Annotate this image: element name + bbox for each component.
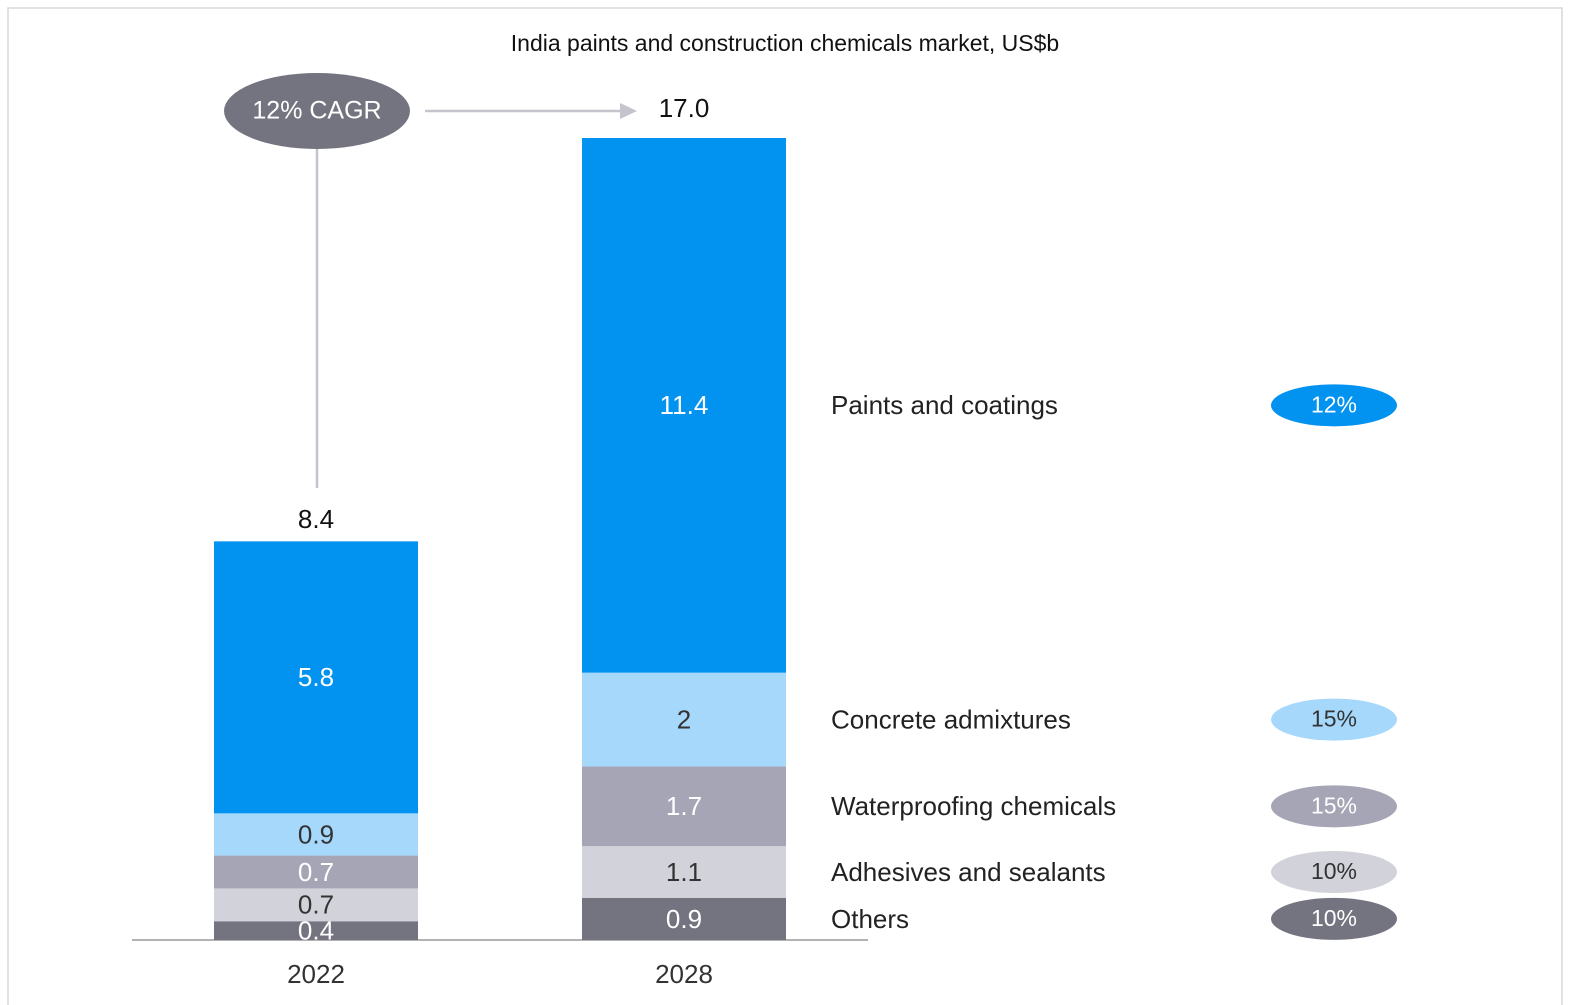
frame <box>7 7 1563 1005</box>
legend-label: Paints and coatings <box>831 390 1058 420</box>
segment-label: 0.9 <box>298 819 334 849</box>
bar-segment <box>582 672 786 767</box>
bar-segment <box>582 138 786 673</box>
chart-title: India paints and construction chemicals … <box>511 30 1059 56</box>
cagr-label: 12% CAGR <box>252 97 381 125</box>
cagr-pill <box>1271 897 1397 940</box>
arrow-head <box>620 103 637 119</box>
cagr-pill-label: 10% <box>1311 858 1357 884</box>
bar-segment <box>214 888 418 922</box>
bar-segment <box>582 897 786 940</box>
cagr-pill-label: 15% <box>1311 792 1357 818</box>
cagr-pill-label: 10% <box>1311 905 1357 931</box>
legend-label: Others <box>831 904 909 934</box>
cagr-pill <box>1271 384 1397 427</box>
segment-label: 5.8 <box>298 662 334 692</box>
bar-segment <box>582 846 786 898</box>
segment-label: 1.1 <box>666 857 702 887</box>
cagr-pill-label: 12% <box>1311 391 1357 417</box>
segment-label: 11.4 <box>660 390 709 420</box>
bar-segment <box>214 855 418 889</box>
bar-segment <box>214 813 418 856</box>
bar-segment <box>214 921 418 940</box>
bar-segment <box>214 541 418 814</box>
legend-label: Waterproofing chemicals <box>831 791 1116 821</box>
segment-label: 1.7 <box>666 791 702 821</box>
total-label: 8.4 <box>298 504 334 534</box>
cagr-pill <box>1271 785 1397 828</box>
segment-label: 0.7 <box>298 857 334 887</box>
cagr-bubble <box>224 73 410 149</box>
segment-label: 0.7 <box>298 890 334 920</box>
cagr-pill <box>1271 698 1397 741</box>
legend-label: Concrete admixtures <box>831 704 1071 734</box>
segment-label: 2 <box>677 704 691 734</box>
legend-label: Adhesives and sealants <box>831 857 1106 887</box>
total-label: 17.0 <box>659 93 710 123</box>
segment-label: 0.9 <box>666 904 702 934</box>
bar-segment <box>582 766 786 847</box>
cagr-pill-label: 15% <box>1311 706 1357 732</box>
cagr-pill <box>1271 850 1397 893</box>
x-tick-label: 2028 <box>655 959 713 989</box>
x-tick-label: 2022 <box>287 959 345 989</box>
